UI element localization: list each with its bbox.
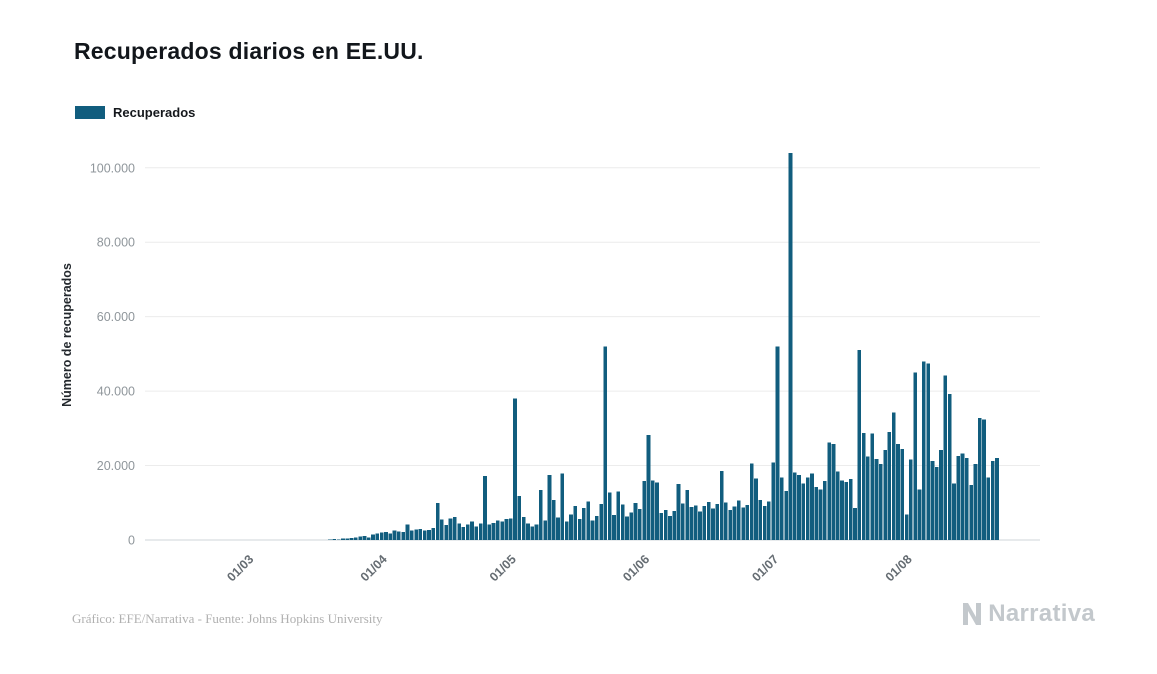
svg-text:01/08: 01/08 xyxy=(883,552,915,584)
svg-text:0: 0 xyxy=(128,534,135,548)
legend-label: Recuperados xyxy=(113,105,196,120)
page-title: Recuperados diarios en EE.UU. xyxy=(74,38,424,64)
svg-text:01/03: 01/03 xyxy=(224,552,256,584)
narrativa-logo-text: Narrativa xyxy=(988,600,1095,627)
svg-text:100.000: 100.000 xyxy=(90,161,135,175)
svg-text:20.000: 20.000 xyxy=(97,459,135,473)
svg-text:80.000: 80.000 xyxy=(97,236,135,250)
svg-text:01/05: 01/05 xyxy=(487,552,519,584)
svg-text:01/07: 01/07 xyxy=(749,552,781,584)
chart-credit: Gráfico: EFE/Narrativa - Fuente: Johns H… xyxy=(72,611,383,626)
svg-text:01/06: 01/06 xyxy=(620,552,652,584)
legend-swatch-recuperados xyxy=(75,106,105,119)
narrativa-logo-icon xyxy=(963,603,982,625)
narrativa-logo: Narrativa xyxy=(962,600,1095,628)
legend: Recuperados xyxy=(75,105,195,120)
svg-text:01/04: 01/04 xyxy=(358,552,390,584)
svg-text:60.000: 60.000 xyxy=(97,310,135,324)
svg-text:40.000: 40.000 xyxy=(97,385,135,399)
